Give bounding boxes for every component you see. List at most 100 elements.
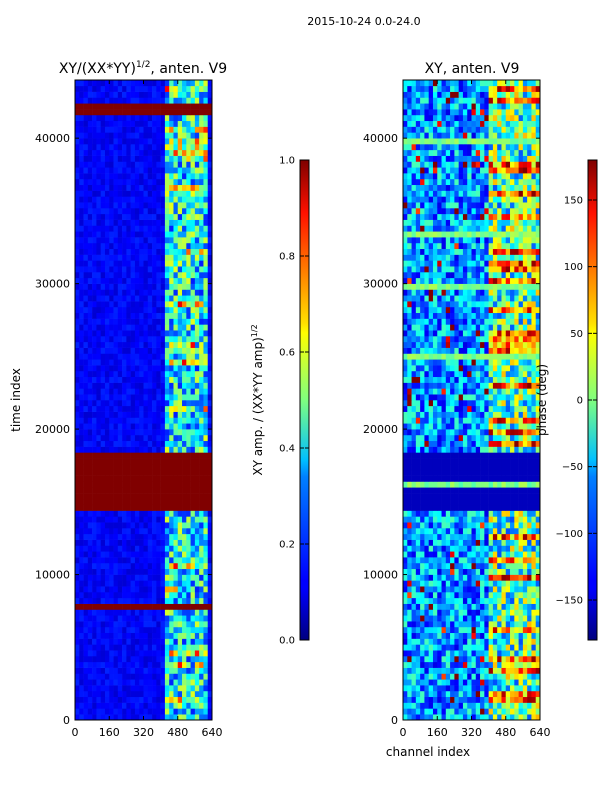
heatmap-cell [164, 411, 170, 418]
heatmap-cell [152, 609, 157, 616]
heatmap-cell [130, 586, 136, 593]
heatmap-cell [143, 126, 149, 133]
left-colorbar: 0.00.20.40.60.81.0 XY amp. / (XX*YY amp)… [250, 156, 310, 647]
heatmap-cell [199, 283, 204, 290]
heatmap-cell [475, 644, 481, 651]
heatmap-cell [445, 568, 451, 575]
heatmap-cell [96, 714, 101, 720]
heatmap-cell [122, 382, 127, 389]
heatmap-cell [79, 149, 84, 156]
heatmap-cell [87, 504, 93, 511]
heatmap-cell [126, 120, 131, 127]
heatmap-cell [450, 696, 455, 703]
heatmap-cell [96, 149, 101, 156]
heatmap-cell [130, 149, 136, 156]
heatmap-cell [424, 580, 429, 587]
heatmap-cell [156, 202, 161, 209]
heatmap-cell [143, 661, 149, 668]
heatmap-cell [139, 225, 144, 232]
y-tick-label: 20000 [35, 423, 70, 436]
heatmap-cell [177, 132, 183, 139]
heatmap-cell [122, 138, 127, 145]
heatmap-cell [130, 656, 136, 663]
heatmap-cell [117, 144, 123, 151]
heatmap-cell [203, 330, 209, 337]
heatmap-cell [156, 696, 161, 703]
heatmap-cell [139, 498, 144, 506]
heatmap-cell [130, 208, 136, 215]
heatmap-cell [139, 370, 144, 378]
heatmap-cell [199, 400, 204, 407]
heatmap-cell [531, 690, 537, 698]
heatmap-cell [199, 545, 204, 552]
heatmap-cell [79, 266, 84, 273]
heatmap-cell [96, 516, 101, 523]
heatmap-cell [100, 580, 106, 587]
heatmap-cell [411, 650, 417, 657]
heatmap-cell [203, 225, 209, 232]
heatmap-cell [450, 702, 455, 709]
heatmap-cell [173, 318, 179, 325]
heatmap-cell [75, 609, 80, 616]
heatmap-cell [203, 388, 209, 395]
heatmap-cell [87, 353, 93, 360]
heatmap-cell [83, 365, 89, 372]
heatmap-cell [190, 679, 196, 686]
heatmap-cell [522, 528, 528, 535]
heatmap-cell [87, 388, 93, 395]
heatmap-cell [467, 615, 472, 622]
heatmap-cell [445, 493, 451, 500]
heatmap-cell [100, 254, 106, 261]
heatmap-cell [139, 196, 144, 203]
heatmap-cell [535, 661, 540, 668]
heatmap-cell [152, 656, 157, 663]
heatmap-cell [194, 545, 200, 552]
heatmap-cell [437, 481, 442, 488]
heatmap-cell [505, 615, 511, 622]
heatmap-cell [454, 685, 459, 692]
heatmap-cell [194, 91, 200, 98]
heatmap-cell [501, 702, 507, 709]
heatmap-cell [147, 388, 153, 395]
heatmap-cell [83, 586, 89, 593]
heatmap-cell [152, 126, 157, 133]
heatmap-cell [92, 650, 97, 657]
heatmap-cell [100, 400, 106, 407]
heatmap-cell [207, 539, 212, 546]
heatmap-cell [199, 359, 204, 366]
heatmap-cell [92, 219, 97, 226]
heatmap-cell [186, 417, 191, 424]
heatmap-cell [134, 661, 140, 668]
heatmap-cell [450, 673, 455, 680]
heatmap-cell [117, 277, 123, 284]
heatmap-cell [432, 656, 438, 663]
heatmap-cell [488, 650, 494, 657]
heatmap-cell [164, 213, 170, 220]
heatmap-cell [156, 702, 161, 709]
heatmap-cell [505, 475, 511, 482]
heatmap-cell [186, 394, 191, 401]
heatmap-cell [186, 266, 191, 273]
heatmap-cell [420, 702, 425, 709]
heatmap-cell [139, 417, 144, 424]
heatmap-cell [475, 533, 481, 540]
heatmap-cell [169, 242, 174, 250]
heatmap-cell [190, 353, 196, 360]
heatmap-cell [152, 690, 157, 698]
heatmap-cell [126, 178, 131, 186]
heatmap-cell [126, 533, 131, 540]
heatmap-cell [169, 347, 174, 354]
heatmap-cell [527, 679, 532, 686]
heatmap-cell [531, 493, 537, 500]
heatmap-cell [177, 394, 183, 401]
heatmap-cell [488, 475, 494, 482]
heatmap-cell [177, 481, 183, 488]
heatmap-cell [75, 144, 80, 151]
heatmap-cell [117, 405, 123, 412]
heatmap-cell [152, 481, 157, 488]
heatmap-cell [415, 562, 421, 570]
heatmap-cell [467, 533, 472, 540]
heatmap-cell [199, 528, 204, 535]
heatmap-cell [194, 557, 200, 564]
heatmap-cell [199, 650, 204, 657]
